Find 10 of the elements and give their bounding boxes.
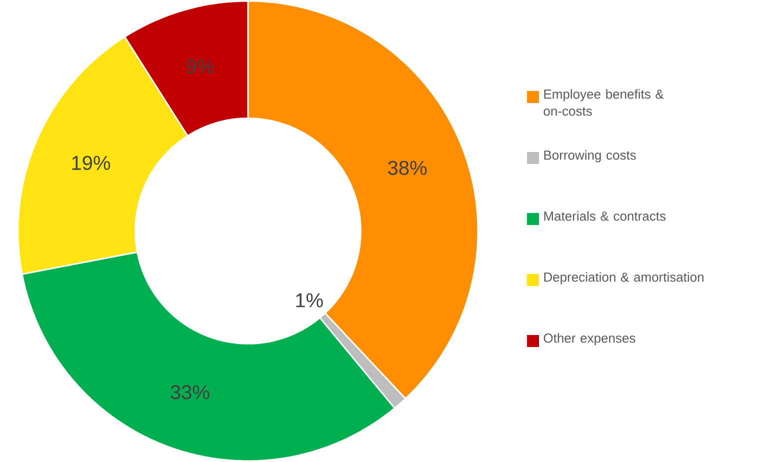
data-label: 33% — [170, 385, 210, 400]
data-label: 19% — [72, 156, 110, 170]
data-label: 9% — [186, 59, 214, 74]
legend-label: Employee benefits & on-costs — [544, 89, 664, 116]
data-label: 1% — [296, 293, 323, 308]
legend-label: Borrowing costs — [544, 150, 636, 162]
legend-label: Materials & contracts — [544, 211, 666, 221]
legend-label: Other expenses — [544, 333, 636, 346]
legend-label: Depreciation & amortisation — [544, 272, 704, 284]
data-label: 38% — [388, 160, 427, 175]
